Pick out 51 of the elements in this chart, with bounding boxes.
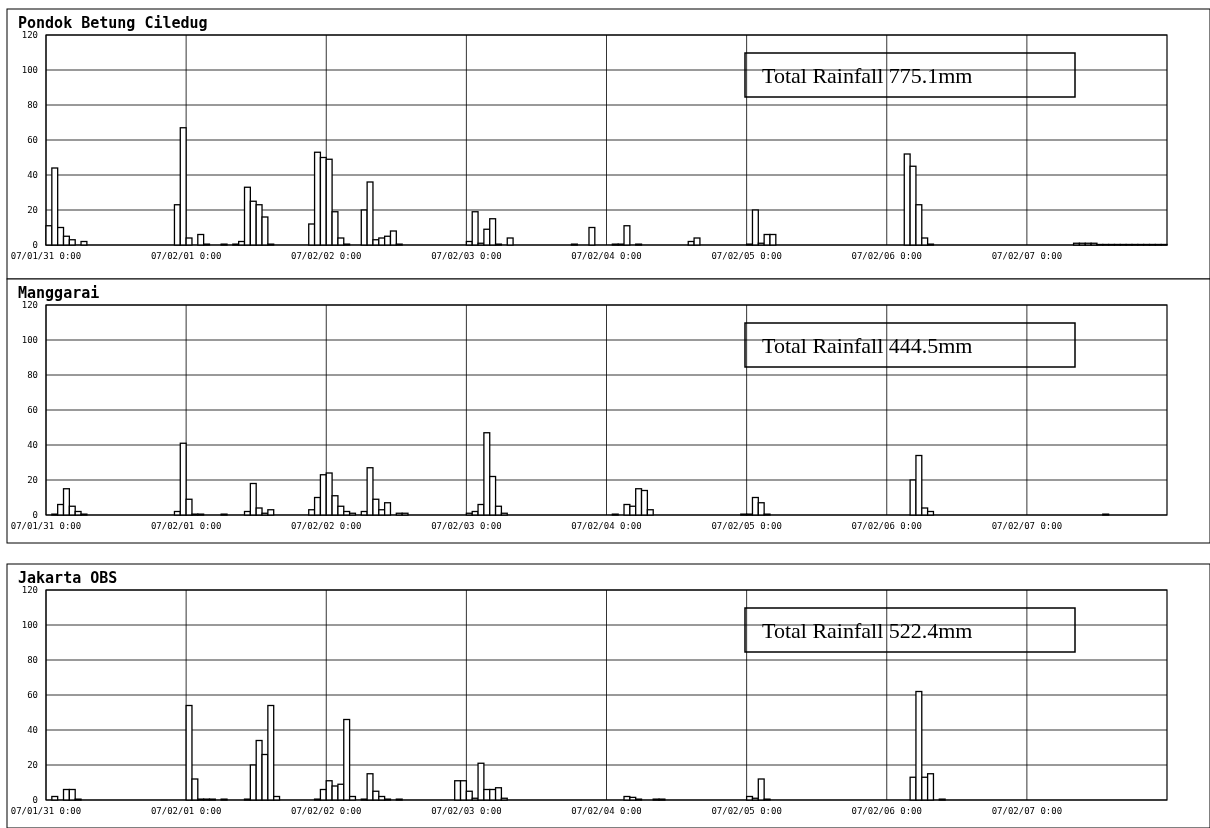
y-tick-label: 20 bbox=[27, 205, 38, 216]
x-tick-label: 07/02/07 0:00 bbox=[991, 521, 1063, 531]
x-tick-label: 07/02/03 0:00 bbox=[431, 806, 502, 816]
x-tick-label: 07/02/05 0:00 bbox=[711, 521, 782, 531]
x-tick-label: 07/02/01 0:00 bbox=[150, 521, 222, 531]
x-tick-label: 07/01/31 0:00 bbox=[10, 521, 82, 531]
y-tick-label: 100 bbox=[21, 65, 38, 76]
x-tick-label: 07/02/05 0:00 bbox=[711, 251, 782, 261]
x-tick-label: 07/02/06 0:00 bbox=[851, 251, 922, 261]
x-tick-label: 07/02/06 0:00 bbox=[851, 806, 922, 816]
x-tick-label: 07/02/04 0:00 bbox=[571, 251, 642, 261]
chart-title: Manggarai bbox=[18, 284, 100, 302]
x-tick-label: 07/02/05 0:00 bbox=[711, 806, 782, 816]
y-tick-label: 0 bbox=[32, 240, 38, 251]
x-tick-label: 07/02/07 0:00 bbox=[991, 806, 1063, 816]
y-tick-label: 60 bbox=[27, 405, 38, 416]
chart-title: Jakarta OBS bbox=[18, 569, 118, 587]
x-tick-label: 07/02/01 0:00 bbox=[150, 806, 222, 816]
y-tick-label: 100 bbox=[21, 620, 38, 631]
x-tick-label: 07/02/03 0:00 bbox=[431, 251, 502, 261]
x-tick-label: 07/02/02 0:00 bbox=[291, 521, 362, 531]
x-tick-label: 07/01/31 0:00 bbox=[10, 806, 82, 816]
y-tick-label: 80 bbox=[27, 370, 38, 381]
annotation: Total Rainfall 444.5mm bbox=[762, 333, 973, 358]
y-tick-label: 120 bbox=[21, 300, 38, 311]
x-tick-label: 07/02/07 0:00 bbox=[991, 251, 1063, 261]
x-tick-label: 07/02/06 0:00 bbox=[851, 521, 922, 531]
x-tick-label: 07/01/31 0:00 bbox=[10, 251, 82, 261]
x-tick-label: 07/02/03 0:00 bbox=[431, 521, 502, 531]
annotation: Total Rainfall 522.4mm bbox=[762, 618, 973, 643]
y-tick-label: 20 bbox=[27, 475, 38, 486]
y-tick-label: 0 bbox=[32, 510, 38, 521]
y-tick-label: 0 bbox=[32, 795, 38, 806]
annotation: Total Rainfall 775.1mm bbox=[762, 63, 973, 88]
y-tick-label: 40 bbox=[27, 170, 38, 181]
x-tick-label: 07/02/01 0:00 bbox=[150, 251, 222, 261]
y-tick-label: 100 bbox=[21, 335, 38, 346]
y-tick-label: 60 bbox=[27, 135, 38, 146]
y-tick-label: 120 bbox=[21, 585, 38, 596]
y-tick-label: 20 bbox=[27, 760, 38, 771]
y-tick-label: 80 bbox=[27, 100, 38, 111]
y-tick-label: 40 bbox=[27, 440, 38, 451]
y-tick-label: 80 bbox=[27, 655, 38, 666]
x-tick-label: 07/02/02 0:00 bbox=[291, 806, 362, 816]
x-tick-label: 07/02/04 0:00 bbox=[571, 521, 642, 531]
y-tick-label: 120 bbox=[21, 30, 38, 41]
x-tick-label: 07/02/02 0:00 bbox=[291, 251, 362, 261]
chart-title: Pondok Betung Ciledug bbox=[18, 14, 208, 32]
y-tick-label: 60 bbox=[27, 690, 38, 701]
y-tick-label: 40 bbox=[27, 725, 38, 736]
x-tick-label: 07/02/04 0:00 bbox=[571, 806, 642, 816]
